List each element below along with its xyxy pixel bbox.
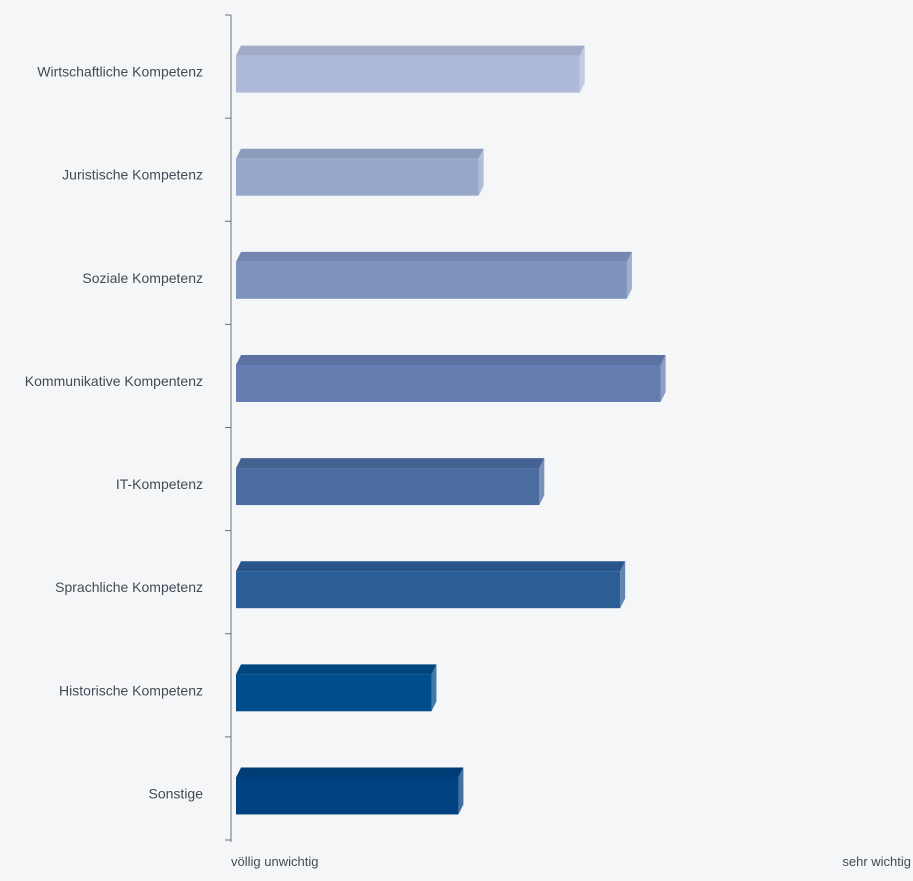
bar [236, 251, 632, 299]
labels-layer: Wirtschaftliche Kompetenz Juristische Kom… [25, 64, 203, 802]
bar-front-face [236, 55, 580, 93]
bar-front-face [236, 468, 540, 506]
bar-front-face [236, 261, 627, 299]
bar-top-face [236, 45, 585, 56]
bar-top-face [236, 458, 545, 469]
bar-top-face [236, 561, 626, 572]
bar-top-face [236, 148, 484, 159]
bar-side-face [539, 458, 545, 506]
bar-front-face [236, 158, 479, 196]
bar-side-face [660, 354, 666, 402]
bar-side-face [626, 251, 632, 299]
bar-side-face [620, 561, 626, 609]
bar-top-face [236, 767, 464, 778]
category-label: Historische Kompetenz [59, 682, 203, 698]
bar-front-face [236, 364, 661, 402]
bar-side-face [579, 45, 585, 93]
x-axis-min-label: völlig unwichtig [231, 854, 318, 869]
category-label: Juristische Kompetenz [62, 167, 203, 183]
bar-front-face [236, 571, 621, 609]
category-label: Sprachliche Kompetenz [55, 579, 203, 595]
bar-top-face [236, 354, 666, 365]
category-label: IT-Kompetenz [116, 476, 203, 492]
axis-layer [225, 14, 232, 842]
bar [236, 561, 626, 609]
bars-layer [236, 45, 666, 815]
bar [236, 458, 545, 506]
bar [236, 148, 484, 196]
category-label: Soziale Kompetenz [82, 270, 203, 286]
bar-top-face [236, 251, 632, 262]
bar [236, 354, 666, 402]
category-label: Sonstige [149, 785, 204, 801]
bar [236, 45, 585, 93]
x-axis-max-label: sehr wichtig [842, 854, 911, 869]
bar-top-face [236, 664, 437, 675]
bar-side-face [458, 767, 464, 815]
category-label: Wirtschaftliche Kompetenz [37, 64, 203, 80]
bar-front-face [236, 777, 459, 815]
bar [236, 664, 437, 712]
bar-front-face [236, 674, 432, 712]
bar [236, 767, 464, 815]
category-label: Kommunikative Kompentenz [25, 373, 203, 389]
bar-side-face [431, 664, 437, 712]
bar-side-face [478, 148, 484, 196]
